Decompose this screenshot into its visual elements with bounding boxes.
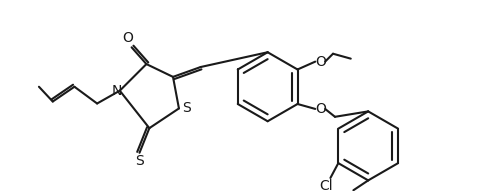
Text: O: O	[122, 31, 133, 45]
Text: N: N	[112, 84, 122, 98]
Text: S: S	[182, 101, 191, 115]
Text: Cl: Cl	[320, 179, 333, 193]
Text: O: O	[315, 55, 326, 69]
Text: S: S	[135, 154, 144, 168]
Text: O: O	[315, 102, 326, 116]
